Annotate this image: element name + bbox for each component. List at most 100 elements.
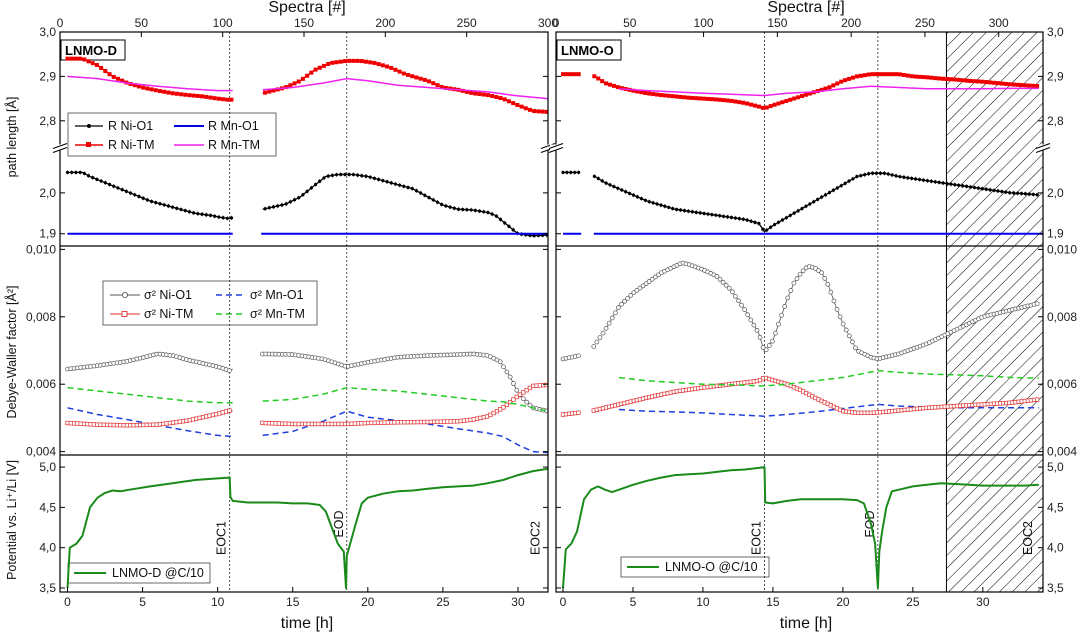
marker-ni-tm-left <box>355 58 360 63</box>
marker-ni-tm-right <box>874 72 879 77</box>
marker-ni-tm-right <box>631 88 636 93</box>
marker-ni-tm-left <box>385 64 390 69</box>
marker-ni-tm-right <box>639 90 644 95</box>
marker-ni-tm-left <box>225 97 230 102</box>
marker-ni-tm-left <box>464 89 469 94</box>
marker-ni-tm-right <box>560 72 565 77</box>
marker-dw-ni-o1-left <box>527 402 533 408</box>
marker-dw-ni-o1-right <box>729 289 735 295</box>
marker-ni-tm-right <box>596 76 601 81</box>
y-tick-label-right: 5,0 <box>1047 460 1064 474</box>
marker-dw-ni-o1-right <box>745 312 751 318</box>
marker-dw-ni-o1-right <box>785 295 791 301</box>
marker-ni-tm-left <box>99 65 104 70</box>
marker-ni-tm-left <box>149 87 154 92</box>
marker-dw-ni-o1-right <box>776 321 781 327</box>
marker-dw-ni-o1-right <box>631 290 637 295</box>
marker-ni-tm-left <box>397 69 402 74</box>
marker-ni-tm-right <box>666 93 671 98</box>
axis-break-gap-left-1 <box>542 144 554 151</box>
bottom-tick-label-left: 15 <box>286 595 300 609</box>
marker-ni-tm-right <box>709 97 714 102</box>
marker-dw-ni-o1-right <box>846 333 852 339</box>
top-axis-title-left: Spectra [#] <box>268 0 345 16</box>
marker-ni-tm-left <box>275 87 280 92</box>
marker-ni-tm-right <box>564 72 569 77</box>
marker-ni-tm-left <box>481 92 486 97</box>
marker-ni-tm-left <box>372 60 377 65</box>
marker-ni-tm-right <box>725 98 730 103</box>
marker-ni-tm-right <box>862 73 867 78</box>
marker-ni-tm-right <box>901 72 906 77</box>
marker-ni-tm-right <box>643 90 648 95</box>
marker-dw-ni-o1-right <box>591 344 597 349</box>
marker-ni-tm-left <box>158 89 163 94</box>
marker-ni-tm-right <box>741 100 746 105</box>
marker-ni-tm-left <box>212 96 217 101</box>
marker-dw-ni-o1-right <box>840 321 846 327</box>
marker-ni-tm-right <box>858 73 863 78</box>
marker-dw-ni-o1-right <box>831 298 837 304</box>
axis-break-mark-a-right-1 <box>1035 143 1051 149</box>
axis-break-gap-left-0 <box>54 144 66 151</box>
marker-ni-tm-left <box>191 93 196 98</box>
marker-ni-tm-left <box>540 109 545 114</box>
y-tick-label-right: 2,8 <box>1047 114 1064 128</box>
marker-ni-tm-right <box>956 77 961 82</box>
marker-ni-tm-left <box>389 65 394 70</box>
marker-ni-tm-left <box>532 109 537 114</box>
marker-ni-tm-right <box>749 102 754 107</box>
marker-ni-tm-right <box>592 74 597 79</box>
marker-ni-tm-right <box>843 78 848 83</box>
bottom-tick-label-right: 10 <box>696 595 710 609</box>
y-tick-label-right: 2,9 <box>1047 69 1064 83</box>
marker-ni-tm-left <box>418 76 423 81</box>
marker-ni-tm-right <box>1031 83 1036 88</box>
marker-ni-tm-right <box>952 77 957 82</box>
marker-ni-tm-left <box>216 96 221 101</box>
marker-ni-tm-left <box>111 74 116 79</box>
marker-dw-ni-o1-right <box>609 315 615 321</box>
marker-ni-tm-left <box>393 67 398 72</box>
marker-dw-ni-o1-right <box>748 317 754 323</box>
marker-dw-ni-o1-right <box>717 276 723 282</box>
marker-ni-tm-right <box>1011 82 1016 87</box>
series-line-dw-mn-tm-left-0 <box>67 386 233 404</box>
marker-ni-tm-left <box>313 67 318 72</box>
marker-ni-tm-left <box>414 75 419 80</box>
marker-ni-tm-right <box>717 97 722 102</box>
marker-ni-tm-left <box>141 85 146 90</box>
marker-ni-tm-left <box>498 96 503 101</box>
marker-ni-tm-left <box>162 89 167 94</box>
marker-dw-ni-o1-right <box>1034 301 1040 307</box>
marker-ni-tm-right <box>995 81 1000 86</box>
marker-ni-tm-right <box>992 80 997 85</box>
top-tick-label-right: 100 <box>694 16 714 30</box>
marker-ni-tm-left <box>477 92 482 97</box>
marker-dw-ni-tm-left <box>524 387 529 393</box>
marker-ni-tm-right <box>850 75 855 80</box>
marker-ni-tm-right <box>713 97 718 102</box>
legend-label-dw-ni-tm: σ² Ni-TM <box>144 307 193 321</box>
marker-ni-tm-right <box>866 72 871 77</box>
marker-ni-tm-right <box>878 72 883 77</box>
series-line-potential-left <box>66 467 548 589</box>
marker-ni-tm-left <box>439 84 444 89</box>
marker-dw-ni-o1-left <box>227 368 232 373</box>
marker-dw-ni-o1-right <box>742 307 747 312</box>
marker-dw-ni-o1-right <box>634 288 640 293</box>
marker-ni-tm-right <box>737 100 742 105</box>
marker-ni-tm-right <box>604 81 609 86</box>
top-tick-label-right: 50 <box>623 16 637 30</box>
event-label-eoc2-left: EOC2 <box>528 521 542 555</box>
marker-ni-tm-right <box>941 76 946 81</box>
marker-ni-tm-left <box>368 60 373 65</box>
marker-ni-tm-right <box>937 76 942 81</box>
y-tick-label-right: 3,0 <box>1047 25 1064 39</box>
marker-ni-tm-right <box>635 89 640 94</box>
bottom-tick-label-right: 25 <box>906 595 920 609</box>
marker-dw-ni-o1-right <box>843 327 849 333</box>
marker-dw-ni-o1-right <box>850 339 855 345</box>
marker-dw-ni-o1-right <box>653 274 658 280</box>
